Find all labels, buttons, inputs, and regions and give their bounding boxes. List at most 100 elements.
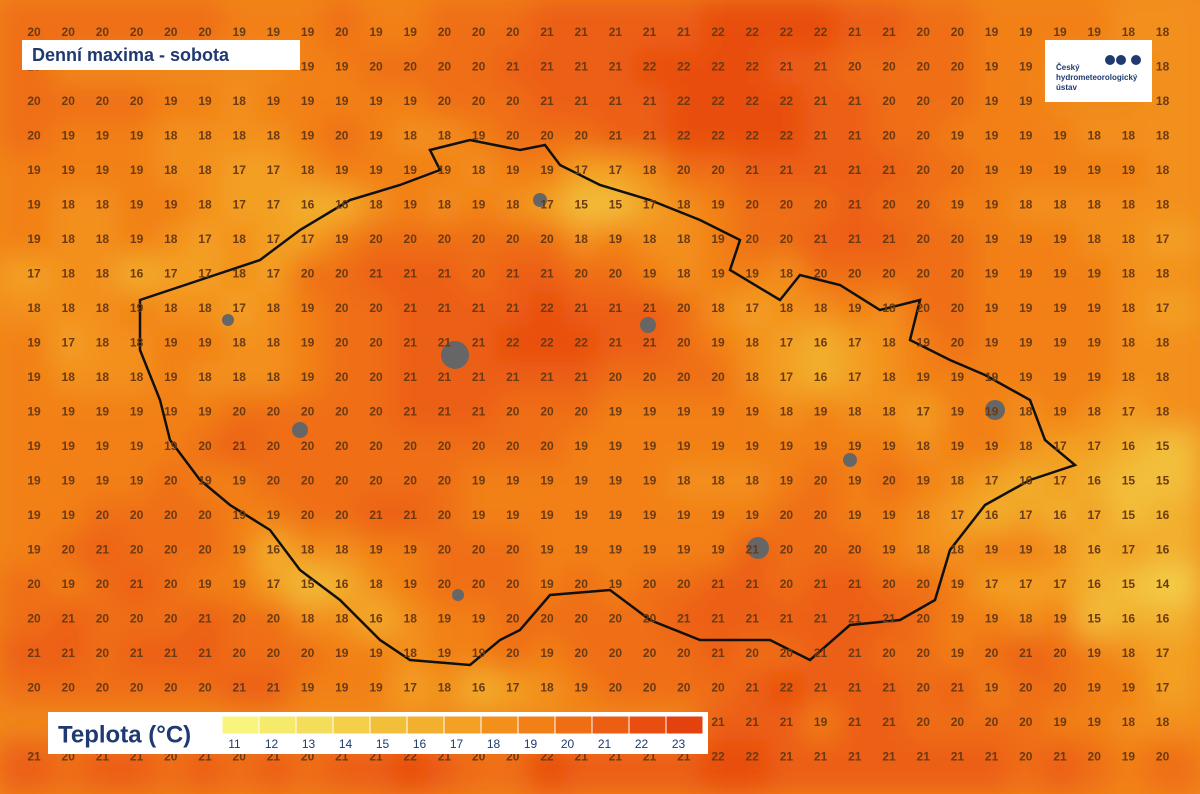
heat-cell	[0, 291, 53, 328]
heat-cell	[666, 636, 702, 673]
temperature-value: 19	[814, 405, 828, 419]
temperature-value: 19	[643, 405, 657, 419]
temperature-value: 20	[301, 267, 315, 281]
temperature-value: 21	[506, 370, 520, 384]
heat-cell	[700, 291, 737, 328]
heat-cell	[153, 119, 189, 155]
heat-cell	[906, 533, 942, 569]
temperature-value: 18	[1019, 439, 1033, 453]
heat-cell	[324, 567, 360, 604]
temperature-value: 19	[506, 163, 520, 177]
temperature-value: 20	[233, 612, 247, 626]
heat-cell	[871, 188, 908, 224]
heat-cell	[940, 636, 976, 673]
temperature-value: 19	[1019, 336, 1033, 350]
temperature-value: 18	[1156, 267, 1170, 281]
temperature-value: 22	[643, 60, 657, 74]
temperature-value: 19	[164, 336, 178, 350]
temperature-value: 20	[233, 405, 247, 419]
heat-cell	[1111, 671, 1147, 707]
heat-cell	[51, 533, 87, 569]
heat-cell	[358, 291, 395, 328]
temperature-value: 20	[575, 405, 589, 419]
heat-cell	[495, 84, 531, 121]
temperature-value: 21	[267, 681, 281, 695]
heat-cell	[119, 153, 155, 190]
temperature-value: 17	[267, 163, 281, 177]
temperature-value: 20	[472, 25, 486, 39]
temperature-value: 19	[27, 198, 41, 212]
temperature-value: 19	[711, 439, 725, 453]
temperature-value: 15	[1122, 474, 1136, 488]
heat-cell	[632, 257, 668, 293]
heat-cell	[0, 188, 53, 224]
heat-cell	[495, 0, 531, 52]
temperature-value: 20	[951, 232, 965, 246]
temperature-value: 15	[1122, 577, 1136, 591]
legend-label: 11	[228, 737, 241, 751]
temperature-value: 18	[438, 681, 452, 695]
temperature-value: 19	[198, 94, 212, 108]
heat-cell	[324, 636, 360, 673]
temperature-value: 21	[780, 163, 794, 177]
temperature-value: 19	[985, 336, 999, 350]
temperature-value: 20	[27, 25, 41, 39]
logo-box	[1045, 40, 1152, 102]
temperature-value: 21	[609, 94, 623, 108]
heat-cell	[393, 533, 429, 569]
temperature-value: 20	[472, 232, 486, 246]
temperature-value: 21	[677, 612, 691, 626]
temperature-value: 22	[746, 129, 760, 143]
temperature-value: 21	[882, 715, 896, 729]
temperature-value: 19	[711, 267, 725, 281]
temperature-value: 18	[575, 232, 589, 246]
heat-cell	[256, 636, 292, 673]
temperature-value: 19	[335, 163, 349, 177]
temperature-value: 19	[1053, 370, 1067, 384]
temperature-value: 18	[198, 198, 212, 212]
temperature-value: 20	[848, 60, 862, 74]
heat-cell	[51, 257, 87, 293]
temperature-value: 15	[1088, 612, 1102, 626]
temperature-value: 19	[848, 301, 862, 315]
temperature-value: 18	[335, 612, 349, 626]
temperature-value: 18	[27, 301, 41, 315]
temperature-value: 19	[369, 543, 383, 557]
temperature-value: 20	[848, 267, 862, 281]
heat-cell	[1008, 84, 1044, 121]
heat-cell	[1042, 153, 1079, 190]
temperature-value: 20	[711, 681, 725, 695]
heat-cell	[495, 326, 531, 362]
heat-cell	[598, 119, 634, 155]
temperature-value: 21	[814, 94, 828, 108]
temperature-value: 19	[677, 405, 691, 419]
heat-cell	[803, 257, 839, 293]
temperature-value: 21	[882, 25, 896, 39]
heat-cell	[974, 291, 1010, 328]
temperature-value: 20	[917, 577, 931, 591]
heat-cell	[837, 705, 873, 742]
temperature-value: 18	[1122, 267, 1136, 281]
heat-cell	[495, 360, 531, 397]
heat-cell	[632, 498, 668, 535]
temperature-value: 21	[882, 681, 896, 695]
temperature-value: 19	[472, 646, 486, 660]
temperature-value: 22	[780, 681, 794, 695]
temperature-value: 19	[1053, 129, 1067, 143]
temperature-value: 19	[438, 163, 452, 177]
heat-cell	[564, 429, 600, 466]
heat-cell	[974, 705, 1010, 742]
temperature-value: 19	[96, 439, 110, 453]
temperature-value: 19	[1019, 370, 1033, 384]
heat-cell	[564, 533, 600, 569]
temperature-value: 20	[27, 577, 41, 591]
heat-cell	[1042, 567, 1079, 604]
heat-cell	[393, 119, 429, 155]
heat-cell	[837, 326, 873, 362]
temperature-value: 19	[609, 405, 623, 419]
heat-cell	[974, 326, 1010, 362]
temperature-value: 19	[404, 543, 418, 557]
temperature-value: 14	[1156, 577, 1170, 591]
temperature-value: 17	[233, 163, 247, 177]
temperature-value: 19	[301, 301, 315, 315]
